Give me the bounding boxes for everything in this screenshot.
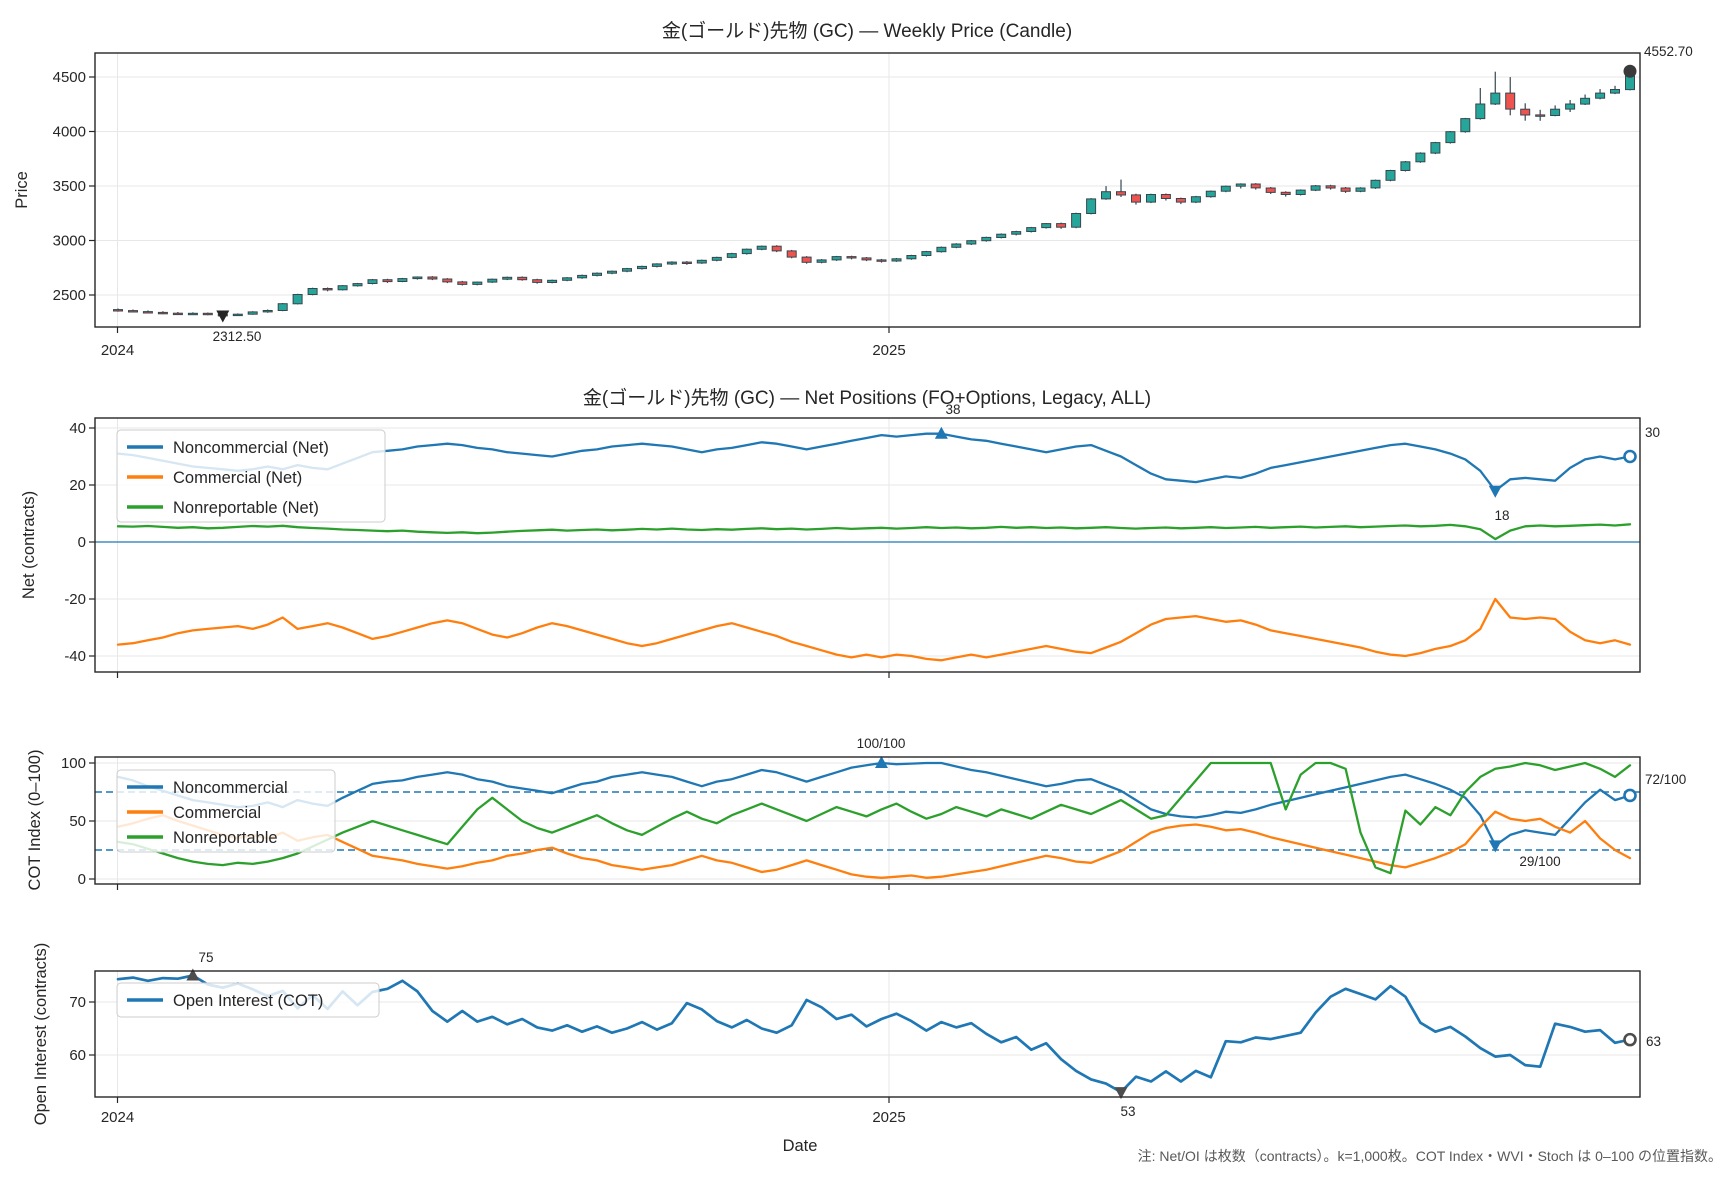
- net-peak-annotation: 38: [945, 402, 960, 417]
- cot-series-line: [116, 761, 1632, 875]
- annotation-marker: [934, 426, 948, 439]
- cot-ytick-label: 50: [69, 813, 86, 830]
- price-ylabel: Price: [13, 171, 31, 209]
- nonreportable-cot-legend-label: Nonreportable: [173, 829, 278, 847]
- footnote: 注: Net/OI は枚数（contracts）。k=1,000枚。COT In…: [1138, 1148, 1722, 1164]
- price-ytick-label: 2500: [53, 287, 86, 304]
- cot-last-annotation: 72/100: [1645, 772, 1686, 787]
- net-series-line: [116, 523, 1632, 541]
- price-candles-layer: [113, 64, 1637, 323]
- net-ylabel: Net (contracts): [20, 491, 38, 599]
- cot-ytick-label: 0: [78, 871, 86, 888]
- cot-legend: Noncommercial Commercial Nonreportable: [116, 769, 336, 853]
- oi-panel-border: [94, 970, 1641, 1098]
- oi-xtick-label: 2025: [872, 1109, 905, 1126]
- oi-ytick-label: 70: [69, 994, 86, 1011]
- cot-peak-annotation: 100/100: [857, 736, 906, 751]
- annotation-marker: [1114, 1087, 1128, 1100]
- annotation-marker: [874, 756, 888, 768]
- annotation-marker: [216, 310, 230, 323]
- net-panel-border: [94, 417, 1641, 673]
- oi-trough-annotation: 53: [1120, 1104, 1135, 1119]
- cot-trough-annotation: 29/100: [1519, 854, 1560, 869]
- cot-index-layer: [95, 756, 1640, 879]
- commercial-net-legend-label: Commercial (Net): [173, 469, 302, 487]
- net-ytick-label: -20: [64, 591, 86, 608]
- price-high-annotation: 4552.70: [1644, 44, 1693, 59]
- net-ytick-label: 40: [69, 420, 86, 437]
- price-xtick-label: 2025: [872, 342, 905, 359]
- price-xtick-label: 2024: [101, 342, 134, 359]
- oi-ylabel: Open Interest (contracts): [32, 943, 50, 1126]
- net-last-annotation: 30: [1645, 425, 1660, 440]
- annotation-marker: [1623, 1032, 1637, 1047]
- annotation-marker: [186, 968, 200, 981]
- net-series-line: [116, 597, 1632, 662]
- price-ytick-label: 4500: [53, 69, 86, 86]
- price-ytick-label: 4000: [53, 124, 86, 141]
- net-ytick-label: 0: [78, 534, 86, 551]
- noncommercial-net-legend-label: Noncommercial (Net): [173, 439, 329, 457]
- annotation-marker: [1623, 64, 1637, 78]
- oi-peak-annotation: 75: [198, 950, 213, 965]
- annotation-marker: [1623, 788, 1637, 803]
- price-panel-title: 金(ゴールド)先物 (GC) — Weekly Price (Candle): [662, 20, 1072, 42]
- commercial-cot-legend-label: Commercial: [173, 804, 261, 822]
- oi-xtick-label: 2024: [101, 1109, 134, 1126]
- nonreportable-net-legend-label: Nonreportable (Net): [173, 499, 319, 517]
- oi-legend: Open Interest (COT): [116, 982, 380, 1018]
- noncommercial-cot-legend-label: Noncommercial: [173, 779, 288, 797]
- oi-ytick-label: 60: [69, 1047, 86, 1064]
- price-panel-border: [94, 52, 1641, 328]
- price-ytick-label: 3000: [53, 233, 86, 250]
- cot-series-line: [116, 810, 1632, 879]
- cot-ytick-label: 100: [61, 755, 86, 772]
- axis-ticks: 2500 3000 3500 4000 4500 2024 2025 -40 -20 0 20 40 0…: [53, 69, 906, 1126]
- cot-ylabel: COT Index (0–100): [26, 750, 44, 891]
- net-trough-annotation: 18: [1494, 508, 1509, 523]
- cot-series-line: [116, 761, 1632, 847]
- net-ytick-label: 20: [69, 477, 86, 494]
- oi-last-annotation: 63: [1646, 1034, 1661, 1049]
- price-ytick-label: 3500: [53, 178, 86, 195]
- net-panel-title: 金(ゴールド)先物 (GC) — Net Positions (FO+Optio…: [583, 387, 1151, 409]
- annotation-marker: [1623, 449, 1637, 464]
- annotation-marker: [1488, 485, 1502, 498]
- net-legend: Noncommercial (Net) Commercial (Net) Non…: [116, 429, 386, 523]
- net-ytick-label: -40: [64, 648, 86, 665]
- gridlines: [95, 53, 1640, 1097]
- open-interest-legend-label: Open Interest (COT): [173, 992, 323, 1010]
- x-axis-label: Date: [783, 1137, 818, 1155]
- price-low-annotation: 2312.50: [213, 329, 262, 344]
- annotation-marker: [1488, 840, 1502, 853]
